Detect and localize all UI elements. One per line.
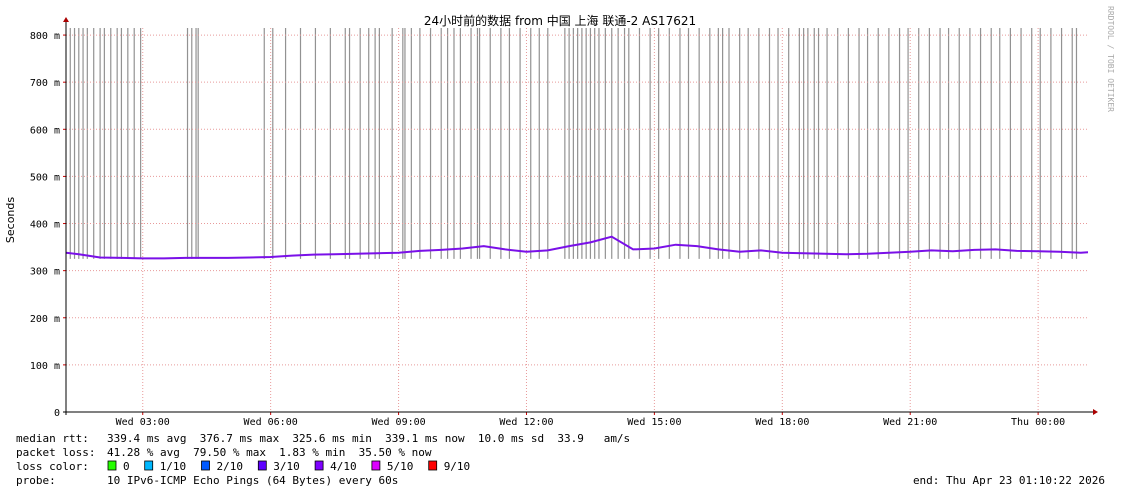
x-tick-label: Wed 03:00: [116, 417, 170, 428]
x-tick-label: Wed 15:00: [627, 417, 681, 428]
x-tick-label: Wed 12:00: [499, 417, 553, 428]
stat-text: 339.4 ms avg 376.7 ms max 325.6 ms min 3…: [107, 432, 630, 445]
loss-entry: 2/10: [217, 460, 244, 473]
loss-label: loss color:: [16, 460, 89, 473]
y-tick-label: 0: [54, 408, 60, 419]
y-axis-label: Seconds: [4, 197, 17, 243]
x-tick-label: Thu 00:00: [1011, 417, 1065, 428]
y-tick-label: 300 m: [30, 267, 60, 278]
y-tick-label: 700 m: [30, 78, 60, 89]
probe-label: probe:: [16, 474, 56, 487]
loss-swatch: [371, 460, 381, 471]
x-tick-label: Wed 06:00: [244, 417, 298, 428]
y-tick-label: 400 m: [30, 220, 60, 231]
probe-text: 10 IPv6-ICMP Echo Pings (64 Bytes) every…: [107, 474, 398, 487]
y-tick-label: 800 m: [30, 31, 60, 42]
loss-swatch: [144, 460, 154, 471]
loss-entry: 1/10: [160, 460, 187, 473]
median-line: [65, 235, 1089, 260]
stat-label: packet loss:: [16, 446, 95, 459]
stat-label: median rtt:: [16, 432, 89, 445]
y-tick-label: 500 m: [30, 172, 60, 183]
loss-swatch: [107, 460, 117, 471]
loss-entry: 9/10: [444, 460, 471, 473]
loss-swatch: [314, 460, 324, 471]
y-tick-label: 100 m: [30, 361, 60, 372]
loss-swatch: [257, 460, 267, 471]
watermark: RRDTOOL / TOBI OETIKER: [1106, 6, 1115, 112]
x-tick-label: Wed 18:00: [755, 417, 809, 428]
x-tick-label: Wed 09:00: [371, 417, 425, 428]
chart-title: 24小时前的数据 from 中国 上海 联通-2 AS17621: [424, 13, 696, 28]
axis-arrow: [63, 17, 69, 22]
x-tick-label: Wed 21:00: [883, 417, 937, 428]
y-tick-label: 600 m: [30, 125, 60, 136]
end-time: end: Thu Apr 23 01:10:22 2026: [913, 474, 1105, 487]
loss-entry: 3/10: [273, 460, 300, 473]
loss-entry: 5/10: [387, 460, 414, 473]
loss-swatch: [428, 460, 438, 471]
loss-entry: 4/10: [330, 460, 357, 473]
stat-text: 41.28 % avg 79.50 % max 1.83 % min 35.50…: [107, 446, 432, 459]
axis-arrow: [1093, 409, 1098, 415]
loss-entry: 0: [123, 460, 130, 473]
loss-swatch: [201, 460, 210, 471]
y-tick-label: 200 m: [30, 314, 60, 325]
